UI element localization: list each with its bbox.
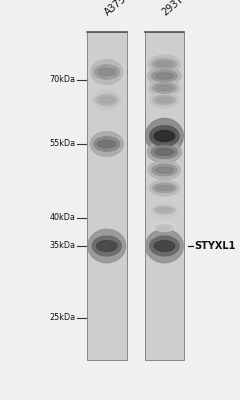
Ellipse shape: [153, 95, 176, 105]
Ellipse shape: [152, 164, 177, 176]
Ellipse shape: [154, 241, 175, 251]
Ellipse shape: [146, 229, 183, 263]
Text: 25kDa: 25kDa: [49, 314, 75, 322]
Text: A375: A375: [103, 0, 129, 18]
Ellipse shape: [154, 130, 175, 142]
Ellipse shape: [148, 66, 181, 86]
Ellipse shape: [147, 141, 181, 163]
Text: 70kDa: 70kDa: [49, 76, 75, 84]
Ellipse shape: [94, 65, 119, 79]
Ellipse shape: [150, 126, 179, 146]
Ellipse shape: [154, 206, 175, 214]
Ellipse shape: [150, 92, 179, 108]
Ellipse shape: [150, 236, 179, 256]
Ellipse shape: [151, 203, 178, 217]
Ellipse shape: [156, 167, 173, 173]
Ellipse shape: [151, 70, 177, 82]
Ellipse shape: [88, 229, 126, 263]
Ellipse shape: [149, 180, 180, 196]
Ellipse shape: [157, 208, 172, 212]
Ellipse shape: [92, 236, 121, 256]
Ellipse shape: [155, 73, 174, 79]
Ellipse shape: [155, 225, 174, 231]
Ellipse shape: [151, 146, 178, 158]
Text: 293T: 293T: [160, 0, 186, 18]
Bar: [87, 32, 127, 360]
Ellipse shape: [98, 68, 116, 76]
Ellipse shape: [98, 140, 116, 148]
Ellipse shape: [146, 118, 183, 154]
Text: 55kDa: 55kDa: [49, 140, 75, 148]
Ellipse shape: [99, 97, 114, 103]
Text: 40kDa: 40kDa: [50, 214, 75, 222]
Ellipse shape: [93, 90, 121, 110]
Ellipse shape: [94, 137, 120, 151]
Ellipse shape: [153, 183, 176, 193]
Ellipse shape: [96, 94, 118, 106]
Ellipse shape: [158, 226, 171, 230]
Ellipse shape: [155, 148, 174, 156]
Ellipse shape: [156, 61, 173, 67]
Ellipse shape: [152, 59, 177, 69]
Ellipse shape: [149, 79, 180, 97]
Ellipse shape: [148, 160, 180, 180]
Ellipse shape: [91, 60, 123, 84]
Ellipse shape: [96, 241, 117, 251]
Text: 35kDa: 35kDa: [49, 242, 75, 250]
Ellipse shape: [152, 83, 176, 93]
Ellipse shape: [90, 132, 123, 156]
Ellipse shape: [148, 55, 180, 73]
Text: STYXL1: STYXL1: [194, 241, 235, 251]
Bar: [144, 32, 184, 360]
Ellipse shape: [156, 98, 173, 102]
Ellipse shape: [156, 186, 173, 190]
Ellipse shape: [152, 222, 177, 234]
Ellipse shape: [156, 85, 173, 91]
